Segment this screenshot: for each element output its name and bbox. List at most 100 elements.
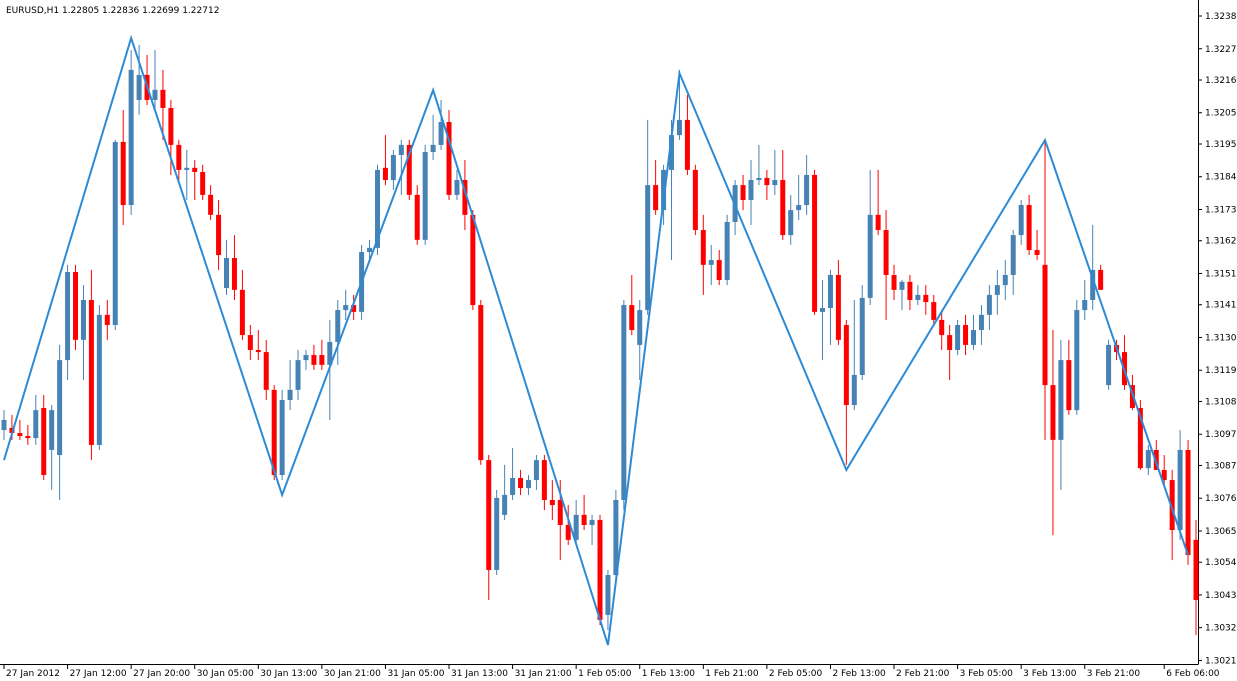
candle-body	[1090, 269, 1096, 300]
x-tick-label: 1 Feb 13:00	[642, 669, 696, 679]
candle-body	[374, 169, 380, 248]
candle-body	[549, 499, 555, 506]
candle-body	[367, 247, 373, 253]
y-tick-label: 1.31950	[1205, 140, 1237, 150]
y-tick-label: 1.31625	[1205, 237, 1237, 247]
zigzag-line	[3, 34, 1189, 646]
candle-body	[629, 305, 635, 331]
candle-body	[899, 281, 905, 290]
candle-body	[96, 314, 102, 445]
x-tick-label: 30 Jan 05:00	[197, 669, 254, 679]
candle-body	[33, 410, 39, 439]
candle-body	[176, 144, 182, 170]
candle-body	[716, 260, 722, 281]
candle-body	[796, 205, 802, 211]
candle-body	[740, 185, 746, 200]
candle-body	[621, 305, 627, 500]
candle-body	[382, 167, 388, 181]
candle-body	[104, 314, 110, 325]
candle-body	[247, 335, 253, 350]
x-tick-label: 1 Feb 21:00	[705, 669, 759, 679]
candle-body	[1137, 408, 1143, 469]
candle-body	[271, 389, 277, 475]
x-tick-label: 3 Feb 21:00	[1087, 669, 1141, 679]
candle-body	[160, 89, 166, 108]
candle-body	[1034, 249, 1040, 256]
x-tick-label: 31 Jan 21:00	[515, 669, 572, 679]
candle-body	[25, 435, 31, 439]
candle-body	[851, 374, 857, 406]
candle-body	[41, 408, 47, 475]
candle-body	[1193, 539, 1199, 601]
candle-body	[661, 169, 667, 211]
candle-body	[748, 180, 754, 200]
x-tick-label: 27 Jan 2012	[6, 669, 60, 679]
y-tick-label: 1.30760	[1205, 494, 1237, 504]
candle-body	[168, 107, 174, 145]
candle-body	[684, 119, 690, 170]
y-tick-label: 1.30215	[1205, 656, 1237, 666]
x-tick-label: 2 Feb 21:00	[896, 669, 950, 679]
candle-body	[80, 299, 86, 340]
candle-body	[843, 324, 849, 406]
candle-body	[73, 271, 79, 340]
x-tick-label: 30 Jan 21:00	[324, 669, 381, 679]
candle-body	[859, 297, 865, 375]
candle-body	[605, 575, 611, 615]
candle-body	[947, 335, 953, 350]
candle-body	[287, 389, 293, 400]
candle-body	[263, 352, 269, 390]
candle-body	[780, 180, 786, 236]
candle-body	[708, 260, 714, 265]
y-tick-label: 1.32165	[1205, 76, 1237, 86]
candle-body	[1042, 264, 1048, 386]
chart-title: EURUSD,H1 1.22805 1.22836 1.22699 1.2271…	[6, 6, 219, 16]
candle-body	[216, 214, 222, 256]
candle-body	[1010, 235, 1016, 275]
candle-body	[1026, 205, 1032, 250]
candle-body	[970, 330, 976, 345]
candle-body	[1169, 480, 1175, 531]
candle-body	[891, 274, 897, 290]
candle-body	[533, 460, 539, 481]
candle-body	[518, 477, 524, 489]
candle-body	[1098, 269, 1104, 290]
candle-body	[406, 144, 412, 195]
candle-body	[454, 180, 460, 195]
candle-body	[422, 152, 428, 240]
candle-body	[669, 135, 675, 170]
candle-body	[1018, 205, 1024, 236]
candle-body	[955, 324, 961, 350]
x-tick-label: 1 Feb 05:00	[578, 669, 632, 679]
candle-body	[986, 294, 992, 315]
x-tick-label: 6 Feb 06:00	[1166, 669, 1220, 679]
candle-body	[414, 194, 420, 240]
candle-body	[128, 69, 134, 206]
candle-body	[303, 355, 309, 361]
candle-body	[462, 180, 468, 215]
candle-body	[1066, 360, 1072, 411]
candle-body	[812, 174, 818, 312]
candle-body	[820, 308, 826, 312]
candle-body	[1145, 449, 1151, 469]
y-tick-label: 1.32055	[1205, 109, 1237, 119]
y-tick-label: 1.30325	[1205, 624, 1237, 634]
x-tick-label: 31 Jan 13:00	[451, 669, 508, 679]
y-tick-label: 1.30435	[1205, 591, 1237, 601]
candle-body	[184, 167, 190, 170]
candle-body	[335, 310, 341, 342]
candle-body	[1074, 310, 1080, 411]
candle-body	[923, 294, 929, 303]
candle-body	[867, 214, 873, 298]
candle-body	[883, 230, 889, 275]
y-tick-label: 1.30545	[1205, 558, 1237, 568]
candle-body	[557, 499, 563, 525]
candle-body	[963, 324, 969, 345]
candle-body	[390, 155, 396, 181]
x-tick-label: 30 Jan 13:00	[260, 669, 317, 679]
candle-body	[120, 141, 126, 206]
candle-body	[49, 410, 55, 450]
y-tick-label: 1.31730	[1205, 205, 1237, 215]
